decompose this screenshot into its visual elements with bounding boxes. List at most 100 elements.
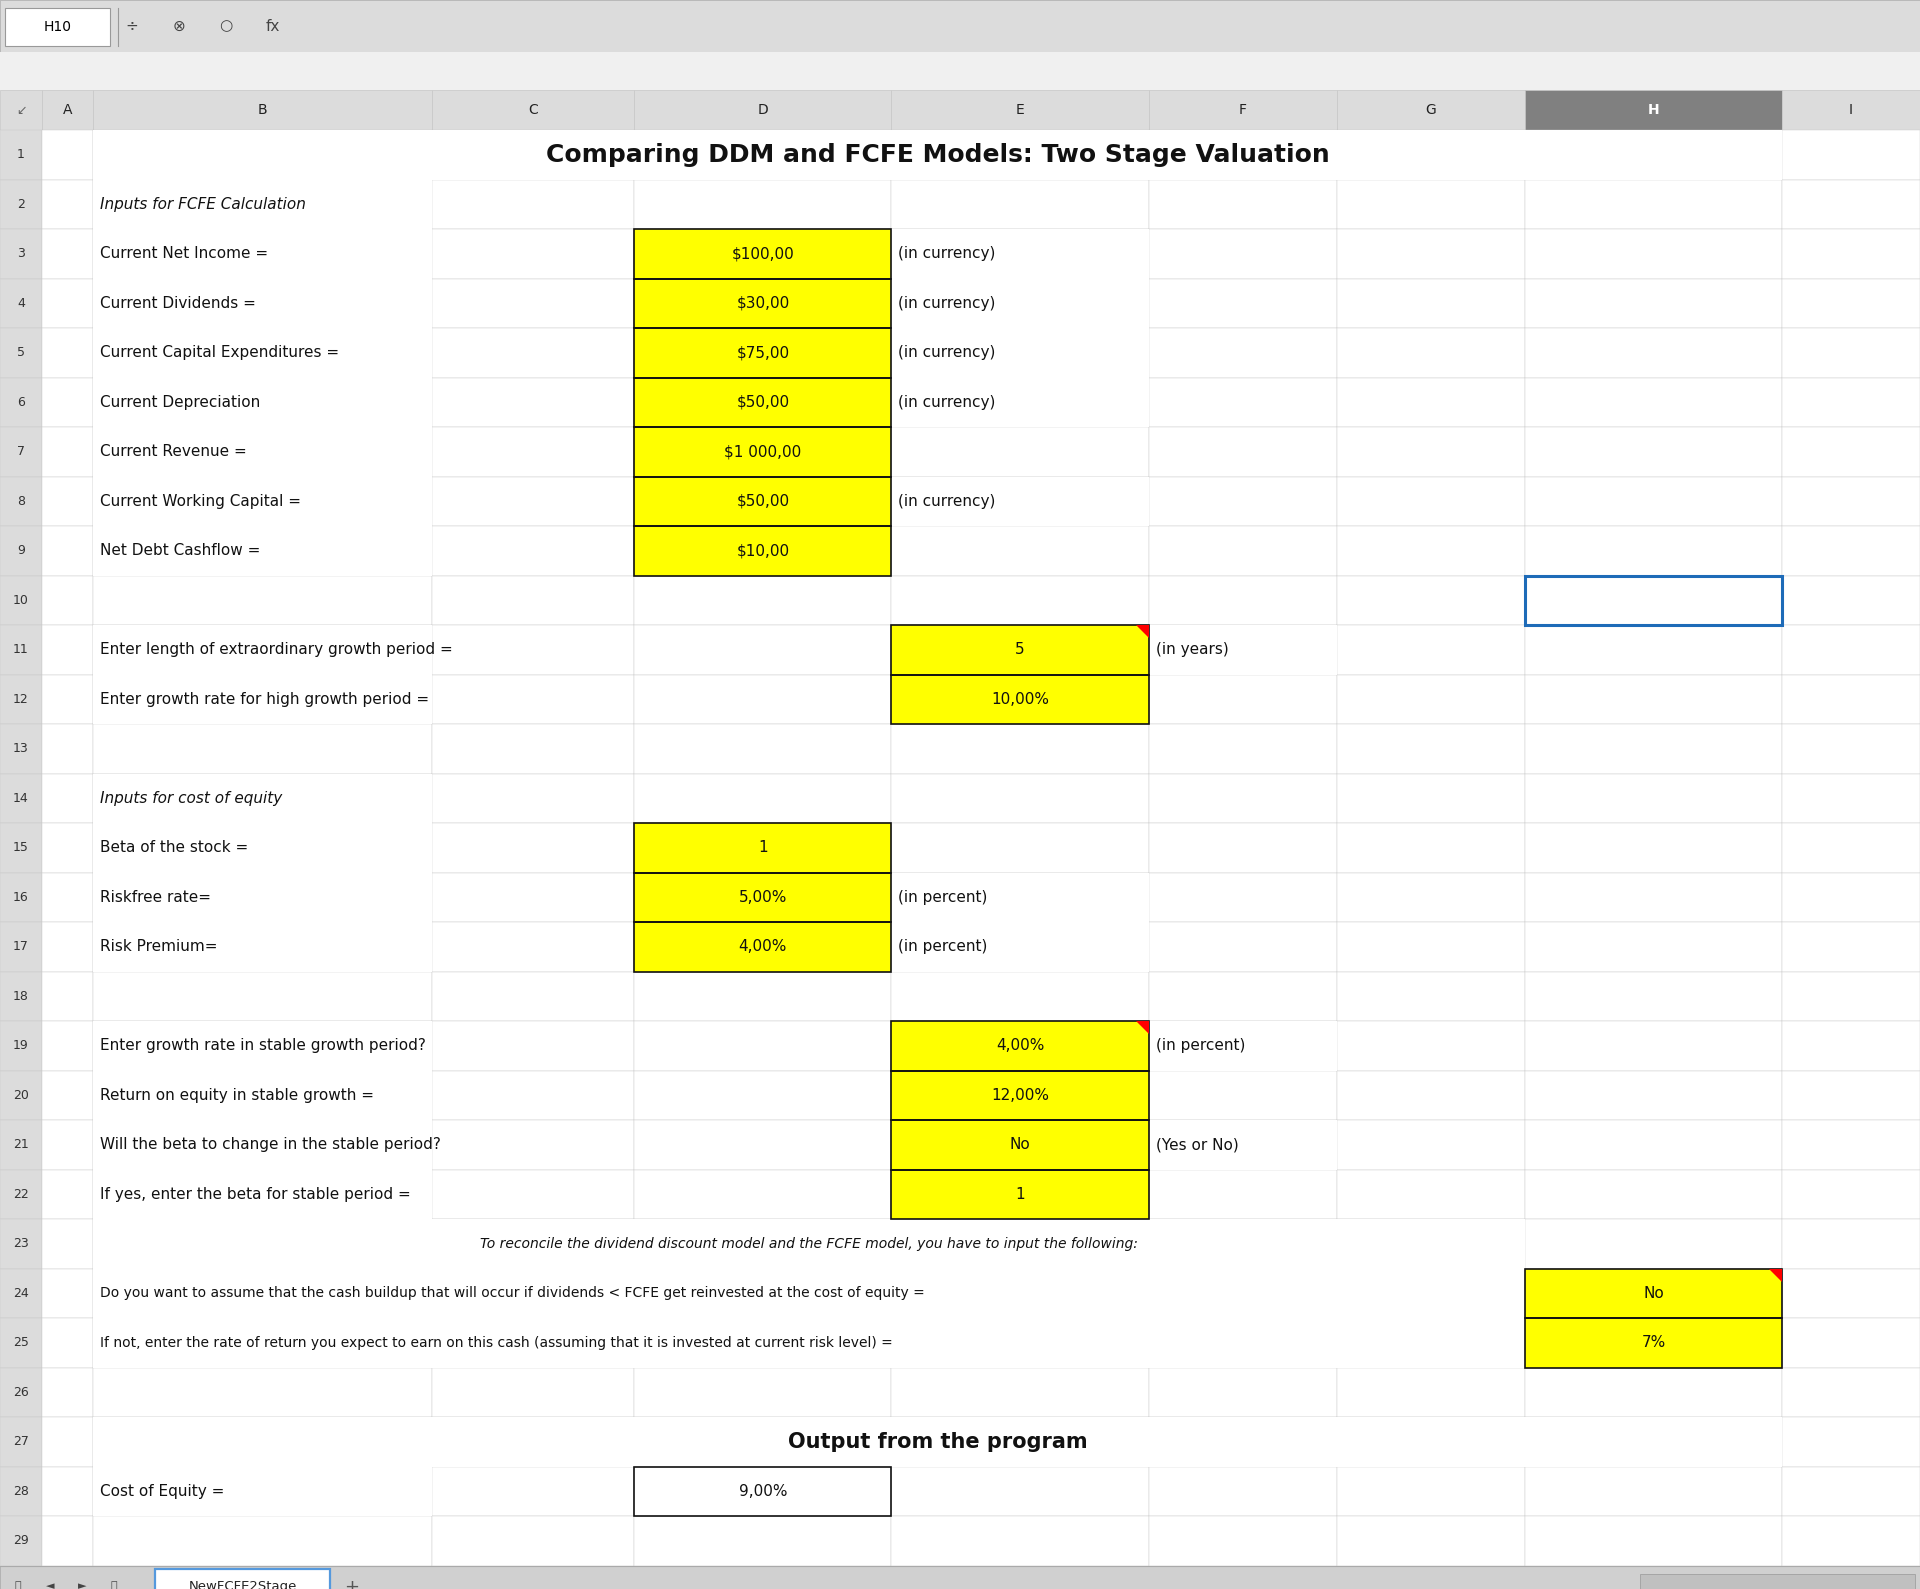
Bar <box>432 971 634 1022</box>
Bar <box>0 1467 42 1516</box>
Bar <box>92 1467 432 1516</box>
Bar <box>1148 91 1336 130</box>
Bar <box>1782 1268 1920 1317</box>
Text: D: D <box>758 103 768 118</box>
Bar <box>92 427 432 477</box>
Text: 17: 17 <box>13 941 29 953</box>
Bar <box>891 725 1148 774</box>
Text: $1 000,00: $1 000,00 <box>724 445 801 459</box>
Bar <box>432 1120 634 1170</box>
Text: F: F <box>1238 103 1246 118</box>
Bar <box>1524 477 1782 526</box>
Bar <box>432 1268 634 1317</box>
Text: ⧀: ⧀ <box>15 1581 21 1589</box>
Bar <box>42 575 92 624</box>
Bar <box>1148 180 1336 229</box>
Bar <box>0 526 42 575</box>
Bar <box>0 624 42 674</box>
Bar <box>891 1022 1148 1071</box>
Bar <box>432 526 634 575</box>
Bar <box>92 674 432 725</box>
Bar <box>92 278 432 327</box>
Bar <box>1336 180 1524 229</box>
Bar <box>634 526 891 575</box>
Text: ⧁: ⧁ <box>111 1581 117 1589</box>
Bar <box>92 872 432 922</box>
Bar <box>1148 1417 1336 1467</box>
Bar <box>1336 725 1524 774</box>
Bar <box>42 1022 92 1071</box>
Bar <box>1782 130 1920 180</box>
Bar <box>634 477 891 526</box>
Bar <box>1524 1022 1782 1071</box>
Text: Enter growth rate for high growth period =: Enter growth rate for high growth period… <box>100 691 428 707</box>
Bar <box>891 278 1148 327</box>
Bar <box>891 1417 1148 1467</box>
Bar <box>1524 1219 1782 1268</box>
Bar <box>432 1219 634 1268</box>
Bar <box>1782 575 1920 624</box>
Bar <box>42 725 92 774</box>
Text: 4,00%: 4,00% <box>739 939 787 955</box>
Bar <box>1782 1516 1920 1565</box>
Bar <box>0 1219 42 1268</box>
Bar <box>1336 1317 1524 1368</box>
Bar <box>891 1071 1148 1120</box>
Bar <box>634 1268 891 1317</box>
Bar <box>634 872 891 922</box>
Bar <box>1782 1120 1920 1170</box>
Bar <box>42 526 92 575</box>
Bar <box>0 575 42 624</box>
Bar <box>1148 1170 1336 1219</box>
Bar <box>42 1368 92 1417</box>
Bar <box>42 624 92 674</box>
Bar <box>634 1368 891 1417</box>
Bar <box>1336 477 1524 526</box>
Bar <box>891 180 1148 229</box>
Text: Enter length of extraordinary growth period =: Enter length of extraordinary growth per… <box>100 642 453 658</box>
Bar <box>0 91 42 130</box>
Bar <box>0 1071 42 1120</box>
Bar <box>1524 327 1782 378</box>
Text: If not, enter the rate of return you expect to earn on this cash (assuming that : If not, enter the rate of return you exp… <box>100 1336 893 1349</box>
Bar <box>1524 1317 1782 1368</box>
Bar <box>92 327 432 378</box>
Bar <box>1148 1022 1336 1071</box>
Bar <box>92 774 432 823</box>
Bar <box>1336 1516 1524 1565</box>
Bar <box>634 823 891 872</box>
Bar <box>891 674 1148 725</box>
Bar <box>1148 427 1336 477</box>
Bar <box>92 823 432 872</box>
Text: 22: 22 <box>13 1187 29 1201</box>
Bar <box>92 971 432 1022</box>
Bar <box>92 725 432 774</box>
Bar <box>1782 674 1920 725</box>
Text: 21: 21 <box>13 1138 29 1152</box>
Bar <box>0 1317 42 1368</box>
Text: 10,00%: 10,00% <box>991 691 1048 707</box>
Bar <box>0 823 42 872</box>
Bar <box>432 1516 634 1565</box>
Bar <box>1148 624 1336 674</box>
Bar <box>432 427 634 477</box>
Text: 5: 5 <box>17 346 25 359</box>
Text: 4: 4 <box>17 297 25 310</box>
Bar <box>1782 278 1920 327</box>
Bar <box>42 229 92 278</box>
Bar <box>634 922 891 971</box>
Bar <box>92 624 432 674</box>
Text: Cost of Equity =: Cost of Equity = <box>100 1484 225 1498</box>
Bar <box>42 674 92 725</box>
Bar <box>634 427 891 477</box>
Bar <box>42 427 92 477</box>
Bar <box>92 180 432 229</box>
Bar <box>634 526 891 575</box>
Bar <box>92 1516 432 1565</box>
Bar <box>891 1368 1148 1417</box>
Bar <box>891 624 1148 674</box>
Bar <box>0 477 42 526</box>
Bar <box>1782 725 1920 774</box>
Bar <box>0 674 42 725</box>
Text: 5,00%: 5,00% <box>739 890 787 904</box>
